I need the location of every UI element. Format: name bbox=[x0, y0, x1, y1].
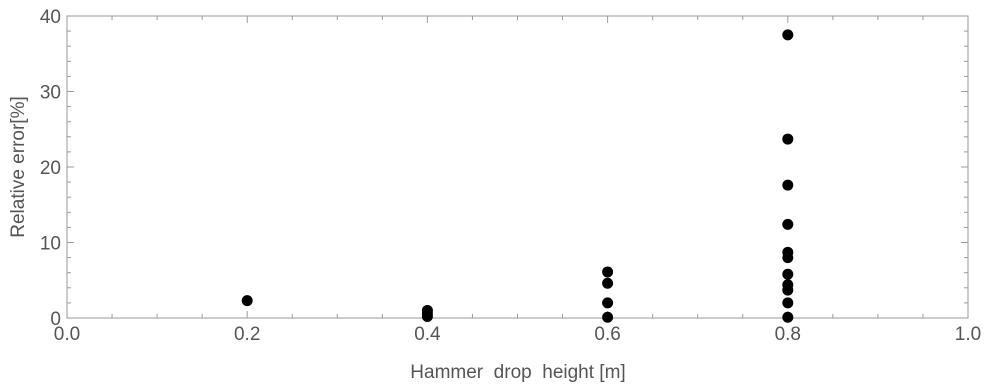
axis-ticks bbox=[66, 15, 969, 319]
data-point bbox=[782, 284, 794, 296]
data-point bbox=[782, 218, 794, 230]
x-tick-label: 0.6 bbox=[594, 324, 620, 345]
plot-border bbox=[66, 15, 969, 319]
data-point bbox=[782, 133, 794, 145]
data-point bbox=[782, 29, 794, 41]
x-axis-label: Hammer drop height [m] bbox=[410, 362, 625, 383]
data-point bbox=[602, 311, 614, 323]
y-tick-label: 30 bbox=[40, 83, 61, 104]
data-point bbox=[602, 277, 614, 289]
y-tick-label: 10 bbox=[40, 234, 61, 255]
data-point bbox=[782, 179, 794, 191]
x-tick-label: 1.0 bbox=[955, 324, 981, 345]
x-tick-label: 0.2 bbox=[234, 324, 260, 345]
data-points bbox=[241, 29, 794, 323]
data-point bbox=[782, 268, 794, 280]
data-point bbox=[782, 297, 794, 309]
data-point bbox=[241, 295, 253, 307]
data-point bbox=[782, 252, 794, 264]
data-point bbox=[602, 266, 614, 278]
y-tick-label: 40 bbox=[40, 7, 61, 28]
x-tick-label: 0.8 bbox=[775, 324, 801, 345]
y-tick-label: 20 bbox=[40, 158, 61, 179]
x-tick-label: 0.4 bbox=[414, 324, 441, 345]
data-point bbox=[782, 311, 794, 323]
data-point bbox=[602, 297, 614, 309]
tick-labels: 0.0 0.2 0.4 0.6 0.8 1.0 0 10 20 30 40 bbox=[40, 7, 981, 345]
y-tick-label: 0 bbox=[50, 309, 61, 330]
x-tick-label: 0.0 bbox=[54, 324, 80, 345]
data-point bbox=[421, 310, 433, 322]
plot-frame bbox=[66, 15, 969, 319]
y-axis-label: Relative error[%] bbox=[8, 96, 29, 238]
